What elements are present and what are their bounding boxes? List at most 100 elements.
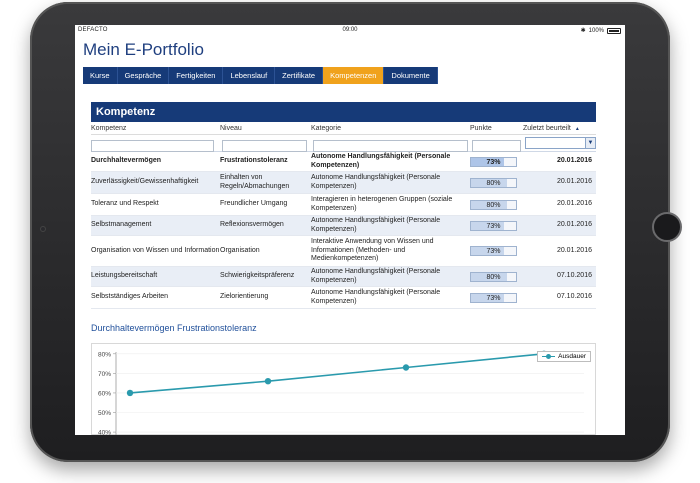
progress-label: 73% [486,294,501,302]
progress-label: 73% [486,158,501,166]
chart-container: 80% 70% 60% 50% 40% Ausdauer [91,343,596,435]
progress-label: 73% [486,222,501,230]
datum-cell: 20.01.2016 [556,178,592,186]
punkte-cell: 73% [470,219,523,233]
chart-title: Durchhaltevermögen Frustrationstoleranz [91,323,257,333]
datum-cell: 07.10.2016 [556,293,592,301]
table-row[interactable]: Zuverlässigkeit/Gewissenhaftigkeit Einhal… [91,172,596,194]
kategorie-cell: Autonome Handlungsfähigkeit (Personale K… [311,268,441,284]
punkte-cell: 73% [470,291,523,305]
screen: DEFACTO 09:00 ✱ 100% Mein E-Portfolio Ku… [75,25,625,435]
table-row[interactable]: Selbstständiges Arbeiten Zielorientierung… [91,287,596,309]
progress-bar: 80% [470,177,517,188]
table-body: Durchhaltevermögen Frustrationstoleranz Au… [91,152,596,309]
battery-percent: 100% [588,27,604,34]
filter-niveau-input[interactable] [222,139,307,152]
table-row[interactable]: Leistungsbereitschaft Schwierigkeitspräfe… [91,267,596,287]
chart-legend[interactable]: Ausdauer [537,351,591,362]
progress-bar: 73% [470,292,517,303]
filter-kategorie-input[interactable] [313,139,468,152]
camera-icon [40,226,46,232]
datum-cell: 20.01.2016 [556,221,592,229]
col-zuletzt-label: Zuletzt beurteilt [523,125,571,132]
sort-asc-icon[interactable]: ▲ [574,126,580,132]
progress-bar: 80% [470,271,517,282]
progress-bar: 73% [470,156,517,167]
data-point [402,364,410,371]
panel-title: Kompetenz [91,102,596,122]
legend-line-icon [542,354,556,359]
datum-cell: 20.01.2016 [556,200,592,208]
kompetenz-cell: Organisation von Wissen und Information [91,246,220,254]
punkte-cell: 80% [470,198,523,212]
progress-fill [471,157,504,166]
status-bar: DEFACTO 09:00 ✱ 100% [75,25,625,36]
tab-kompetenzen[interactable]: Kompetenzen [323,67,385,84]
progress-fill [471,200,507,209]
punkte-cell: 80% [470,270,523,284]
table-row[interactable]: Durchhaltevermögen Frustrationstoleranz Au… [91,152,596,172]
niveau-cell: Frustrationstoleranz [220,157,288,165]
tab-kurse[interactable]: Kurse [83,67,118,84]
niveau-cell: Einhalten von Regeln/Abmachungen [220,174,290,190]
data-point [126,389,134,397]
niveau-cell: Zielorientierung [220,293,269,301]
chevron-down-icon[interactable]: ▼ [585,138,595,148]
niveau-cell: Reflexionsvermögen [220,221,284,229]
tab-zertifikate[interactable]: Zertifikate [275,67,324,84]
kategorie-cell: Autonome Handlungsfähigkeit (Personale K… [311,174,441,190]
kompetenz-panel: Kompetenz Kompetenz Niveau Kategorie Pun… [91,102,596,309]
col-niveau[interactable]: Niveau [220,125,242,132]
progress-bar: 73% [470,246,517,256]
kategorie-cell: Interaktive Anwendung von Wissen und Inf… [311,238,434,263]
kategorie-cell: Autonome Handlungsfähigkeit (Personale K… [311,153,451,169]
carrier-label: DEFACTO [78,27,108,33]
main-nav: Kurse Gespräche Fertigkeiten Lebenslauf Zert… [83,67,438,84]
niveau-cell: Organisation [220,246,260,254]
tab-fertigkeiten[interactable]: Fertigkeiten [169,67,224,84]
datum-cell: 20.01.2016 [556,157,592,165]
progress-label: 80% [486,201,501,209]
kompetenz-cell: Selbstständiges Arbeiten [91,293,169,301]
tab-dokumente[interactable]: Dokumente [384,67,438,84]
filter-row: ▼ [91,135,596,152]
filter-punkte-input[interactable] [472,139,521,152]
kompetenz-cell: Durchhaltevermögen [91,157,162,165]
kompetenz-cell: Selbstmanagement [91,221,152,229]
kategorie-cell: Interagieren in heterogenen Gruppen (soz… [311,196,453,212]
kategorie-cell: Autonome Handlungsfähigkeit (Personale K… [311,217,441,233]
punkte-cell: 73% [470,155,523,169]
battery-icon [607,27,621,34]
y-tick-label: 60% [98,390,111,397]
bluetooth-icon: ✱ [580,28,586,34]
table-row[interactable]: Organisation von Wissen und Information O… [91,236,596,267]
table-row[interactable]: Selbstmanagement Reflexionsvermögen Autono… [91,216,596,236]
progress-fill [471,247,504,255]
home-button[interactable] [652,212,682,242]
data-point [264,377,272,385]
page-title: Mein E-Portfolio [83,40,204,59]
progress-bar: 73% [470,220,517,231]
col-kategorie[interactable]: Kategorie [311,125,341,132]
y-tick-label: 40% [98,430,111,435]
datum-cell: 07.10.2016 [556,272,592,280]
tab-lebenslauf[interactable]: Lebenslauf [223,67,276,84]
tab-gespräche[interactable]: Gespräche [117,67,170,84]
punkte-cell: 80% [470,176,523,190]
progress-label: 73% [486,248,501,255]
col-zuletzt-beurteilt[interactable]: Zuletzt beurteilt ▲ [523,122,596,134]
y-tick-label: 80% [98,351,111,358]
filter-datum-select[interactable]: ▼ [525,137,596,149]
progress-fill [471,272,507,281]
progress-fill [471,293,504,302]
niveau-cell: Freundlicher Umgang [220,200,288,208]
filter-kompetenz-input[interactable] [91,139,214,152]
table-row[interactable]: Toleranz und Respekt Freundlicher Umgang I… [91,194,596,216]
line-chart: 80% 70% 60% 50% 40% [98,350,584,435]
progress-fill [471,221,504,230]
kompetenz-cell: Toleranz und Respekt [91,200,159,208]
status-right: ✱ 100% [581,27,621,34]
col-kompetenz[interactable]: Kompetenz [91,125,127,132]
col-punkte[interactable]: Punkte [470,125,492,132]
progress-fill [471,178,507,187]
